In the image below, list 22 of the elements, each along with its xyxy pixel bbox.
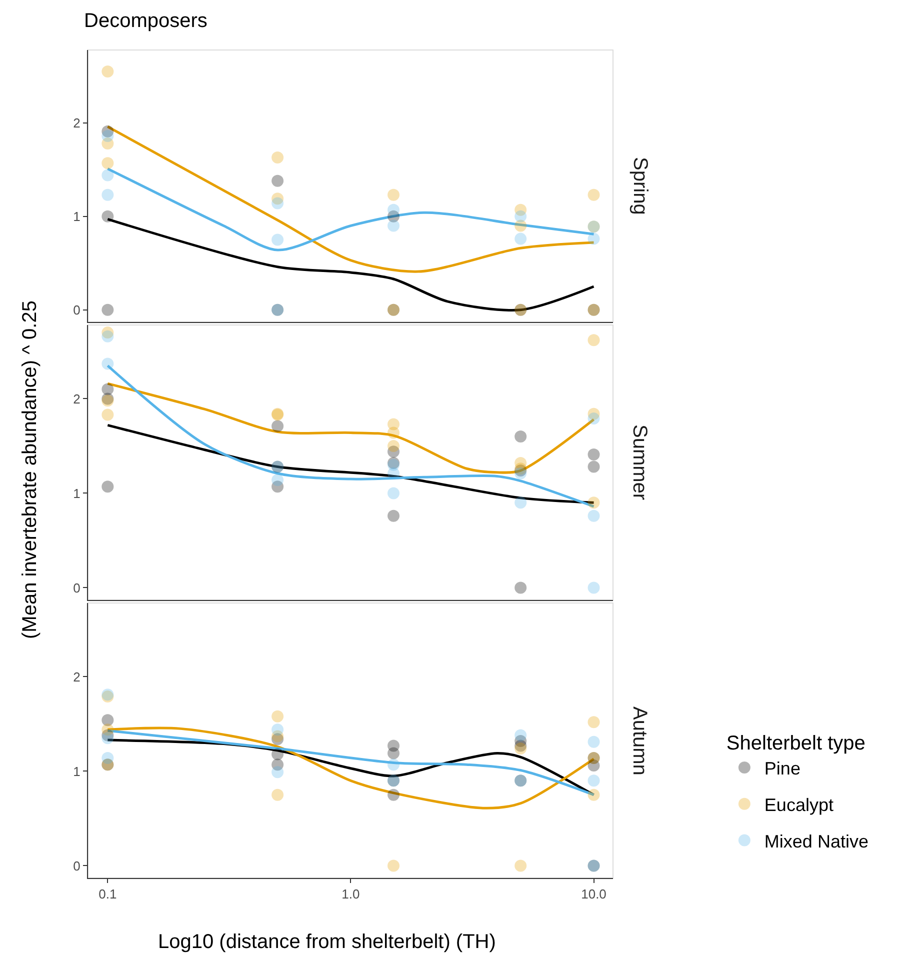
y-tick-label: 1: [73, 486, 80, 501]
y-tick-label: 2: [73, 115, 80, 130]
y-tick-label: 0: [73, 302, 80, 318]
legend-title: Shelterbelt type: [726, 732, 866, 754]
y-tick-label: 1: [73, 208, 80, 224]
text: Spring: [629, 157, 651, 215]
y-axis-title: (Mean invertebrate abundance) ^ 0.25: [19, 300, 41, 639]
x-tick-label: 1.0: [342, 886, 360, 902]
legend-label: Eucalypt: [764, 794, 834, 815]
x-tick-label: 10.0: [581, 886, 606, 902]
y-tick-label: 2: [73, 669, 80, 684]
y-tick-label: 2: [73, 391, 80, 406]
chart-title: Decomposers: [84, 10, 208, 32]
x-axis-title: Log10 (distance from shelterbelt) (TH): [158, 931, 496, 953]
legend-label: Mixed Native: [764, 831, 868, 852]
y-tick-label: 0: [73, 858, 80, 874]
y-tick-label: 0: [73, 580, 80, 596]
text: Summer: [628, 424, 650, 500]
legend-label: Pine: [764, 758, 800, 779]
x-tick-label: 0.1: [98, 886, 117, 902]
text: Autumn: [628, 706, 650, 776]
y-tick-label: 1: [73, 764, 80, 779]
